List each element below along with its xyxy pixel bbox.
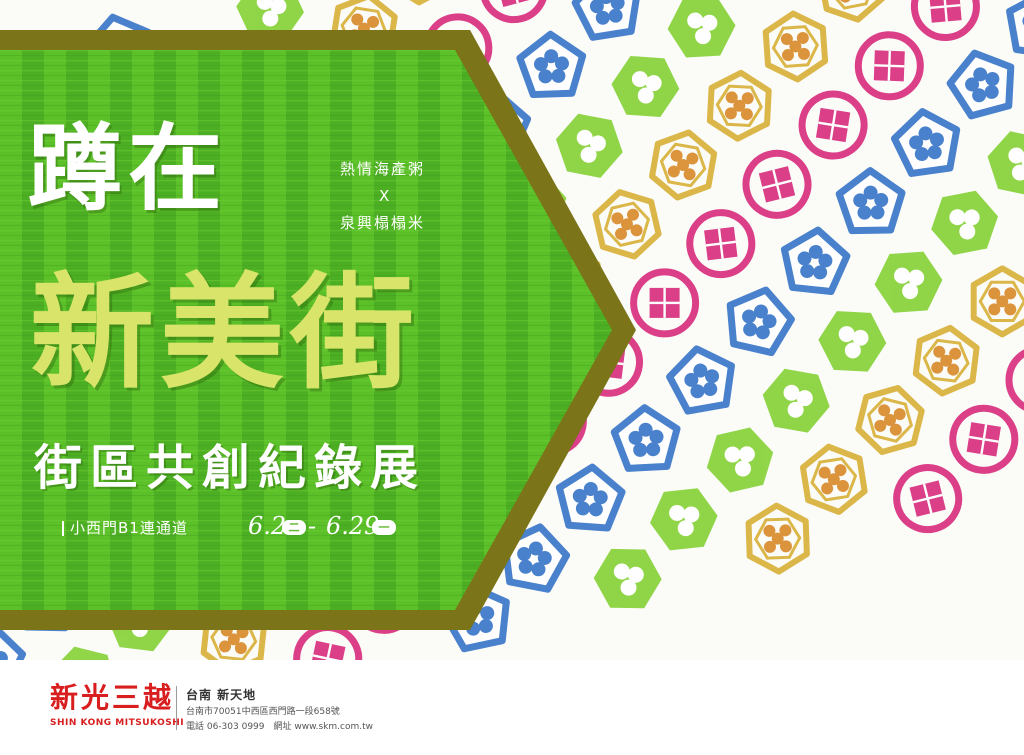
branch-name: 台南 新天地 [186, 688, 257, 702]
brand-logo-english: SHIN KONG MITSUKOSHI [50, 718, 185, 728]
gold-flower-stamp-icon [970, 265, 1024, 338]
gold-flower-stamp-icon [387, 0, 453, 6]
green-clover-stamp-icon [649, 488, 718, 551]
date-separator: - [308, 512, 317, 540]
blue-flower-stamp-icon [0, 623, 27, 660]
gold-flower-stamp-icon [799, 443, 868, 515]
event-poster: 蹲在 新美街 熱情海產粥 X 泉興榻榻米 街區共創紀錄展 小西門B1連通道 6.… [0, 0, 1024, 660]
green-clover-stamp-icon [762, 368, 830, 433]
blue-flower-stamp-icon [780, 226, 851, 295]
green-clover-stamp-icon [611, 55, 680, 118]
pink-square-stamp-icon [798, 90, 868, 160]
green-clover-stamp-icon [818, 311, 887, 372]
green-clover-stamp-icon [555, 113, 623, 178]
green-clover-stamp-icon [931, 190, 998, 256]
date-start: 6.2 [248, 512, 287, 540]
date-end: 6.29 [326, 512, 380, 540]
green-clover-stamp-icon [593, 548, 662, 609]
green-clover-stamp-icon [987, 131, 1024, 196]
footer-divider [176, 686, 177, 730]
blue-flower-stamp-icon [835, 167, 906, 235]
blue-flower-stamp-icon [726, 286, 795, 357]
pink-square-stamp-icon [479, 0, 549, 24]
event-location: 小西門B1連通道 [62, 521, 188, 536]
collab-top: 熱情海產粥 [340, 160, 426, 178]
pink-square-stamp-icon [893, 464, 963, 534]
collab-bottom: 泉興榻榻米 [340, 214, 426, 232]
green-clover-stamp-icon [50, 646, 117, 660]
blue-flower-stamp-icon [555, 463, 626, 532]
blue-flower-stamp-icon [610, 404, 681, 472]
gold-flower-stamp-icon [745, 502, 810, 575]
green-banner [0, 30, 636, 630]
pink-square-stamp-icon [910, 0, 980, 41]
blue-flower-stamp-icon [516, 30, 587, 99]
brand-logo-chinese: 新光三越 [50, 681, 175, 714]
green-clover-stamp-icon [706, 427, 774, 493]
date-end-weekday-badge: 一 [372, 520, 396, 535]
blue-flower-stamp-icon [571, 0, 641, 41]
blue-flower-stamp-icon [946, 49, 1015, 120]
pink-square-stamp-icon [854, 31, 924, 101]
footer: 新光三越 SHIN KONG MITSUKOSHI 台南 新天地 台南市7005… [0, 660, 1024, 755]
title-line-2: 新美街 [30, 261, 421, 406]
blue-flower-stamp-icon [1006, 0, 1024, 59]
green-clover-stamp-icon [719, 0, 796, 3]
blue-flower-stamp-icon [666, 345, 735, 415]
pink-square-stamp-icon [686, 209, 756, 279]
gold-flower-stamp-icon [706, 69, 772, 142]
title-line-1: 蹲在 [28, 114, 229, 224]
branch-contact: 電話 06-303 0999 網址 www.skm.com.tw [186, 722, 373, 732]
gold-flower-stamp-icon [762, 10, 829, 83]
gold-flower-stamp-icon [592, 189, 662, 260]
gold-flower-stamp-icon [912, 324, 980, 397]
branch-address: 台南市70051中西區西門路一段658號 [186, 707, 340, 717]
pink-square-stamp-icon [949, 404, 1019, 474]
blue-flower-stamp-icon [890, 108, 961, 177]
banner-fill [0, 50, 612, 610]
pink-square-stamp-icon [1005, 345, 1024, 415]
gold-flower-stamp-icon [855, 384, 925, 456]
collab-x: X [379, 187, 392, 205]
date-start-weekday-badge: 二 [282, 520, 306, 535]
pink-square-stamp-icon [742, 149, 812, 219]
green-clover-stamp-icon [236, 0, 304, 41]
green-clover-stamp-icon [874, 251, 943, 313]
exhibition-subtitle: 街區共創紀錄展 [34, 440, 427, 496]
gold-flower-stamp-icon [817, 0, 886, 23]
green-clover-stamp-icon [667, 0, 736, 58]
pink-square-stamp-icon [630, 268, 700, 338]
gold-flower-stamp-icon [649, 129, 718, 201]
